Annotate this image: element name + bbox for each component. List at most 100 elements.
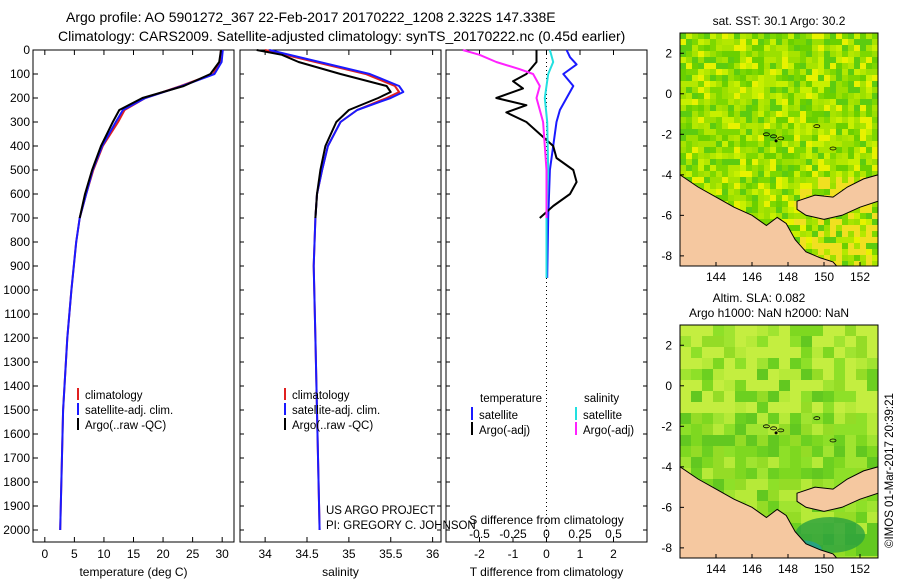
title-line-1: Argo profile: AO 5901272_367 22-Feb-2017… [66, 9, 556, 25]
field-cell [698, 63, 704, 69]
field-cell [830, 39, 836, 45]
field-cell [830, 87, 836, 93]
field-cell [680, 141, 686, 147]
field-cell [782, 93, 788, 99]
field-cell [818, 153, 824, 159]
field-cell [818, 165, 824, 171]
field-cell [848, 93, 854, 99]
field-cell [686, 141, 692, 147]
field-cell [776, 147, 782, 153]
field-cell [724, 435, 735, 446]
field-cell [800, 189, 806, 195]
field-cell [779, 457, 790, 468]
field-cell [680, 402, 691, 413]
field-cell [823, 380, 834, 391]
field-cell [710, 81, 716, 87]
field-cell [680, 129, 686, 135]
field-cell [790, 446, 801, 457]
field-cell [746, 111, 752, 117]
field-cell [758, 57, 764, 63]
field-cell [788, 123, 794, 129]
field-cell [740, 75, 746, 81]
field-cell [836, 135, 842, 141]
field-cell [724, 336, 735, 347]
field-cell [854, 69, 860, 75]
field-cell [794, 207, 800, 213]
island-outline [763, 424, 770, 429]
y-tick-label: 300 [10, 115, 30, 129]
field-cell [734, 201, 740, 207]
field-cell [854, 219, 860, 225]
field-cell [716, 105, 722, 111]
field-cell [692, 99, 698, 105]
field-cell [836, 255, 842, 261]
field-cell [702, 347, 713, 358]
field-cell [806, 225, 812, 231]
field-cell [746, 195, 752, 201]
field-cell [800, 75, 806, 81]
field-cell [710, 99, 716, 105]
field-cell [830, 159, 836, 165]
field-cell [848, 69, 854, 75]
field-cell [860, 159, 866, 165]
field-cell [716, 117, 722, 123]
field-cell [740, 57, 746, 63]
field-cell [818, 231, 824, 237]
field-cell [710, 123, 716, 129]
field-cell [770, 177, 776, 183]
field-cell [746, 165, 752, 171]
field-cell [824, 129, 830, 135]
field-cell [806, 159, 812, 165]
x-tick-label: 30 [215, 547, 229, 561]
field-cell [836, 261, 842, 266]
field-cell [776, 99, 782, 105]
field-cell [818, 39, 824, 45]
field-cell [770, 213, 776, 219]
field-cell [713, 347, 724, 358]
field-cell [794, 123, 800, 129]
field-cell [740, 87, 746, 93]
field-cell [764, 69, 770, 75]
field-cell [806, 111, 812, 117]
field-cell [842, 99, 848, 105]
field-cell [692, 87, 698, 93]
field-cell [818, 123, 824, 129]
salinity-axes-box [239, 49, 442, 543]
field-cell [788, 105, 794, 111]
field-cell [776, 51, 782, 57]
field-cell [735, 468, 746, 479]
field-cell [788, 159, 794, 165]
field-cell [768, 501, 779, 512]
field-cell [710, 51, 716, 57]
x-tick-label: 1 [577, 547, 584, 561]
field-cell [834, 358, 845, 369]
field-cell [812, 336, 823, 347]
field-cell [776, 93, 782, 99]
field-cell [782, 159, 788, 165]
field-cell [867, 435, 878, 446]
field-cell [842, 147, 848, 153]
field-cell [776, 189, 782, 195]
field-cell [842, 231, 848, 237]
field-cell [842, 261, 848, 266]
field-cell [740, 117, 746, 123]
field-cell [768, 402, 779, 413]
field-cell [867, 369, 878, 380]
field-cell [866, 219, 872, 225]
field-cell [782, 135, 788, 141]
island-outline [763, 132, 770, 137]
salinity-panel: 34 34.5 35 35.5 36 salinity climatology satelli… [239, 49, 442, 579]
field-cell [686, 63, 692, 69]
field-cell [746, 424, 757, 435]
field-cell [757, 457, 768, 468]
field-cell [848, 255, 854, 261]
field-cell [812, 135, 818, 141]
field-cell [866, 159, 872, 165]
field-cell [716, 69, 722, 75]
field-cell [728, 33, 734, 39]
field-cell [779, 446, 790, 457]
field-cell [746, 435, 757, 446]
field-cell [740, 159, 746, 165]
field-cell [686, 111, 692, 117]
field-cell [830, 171, 836, 177]
